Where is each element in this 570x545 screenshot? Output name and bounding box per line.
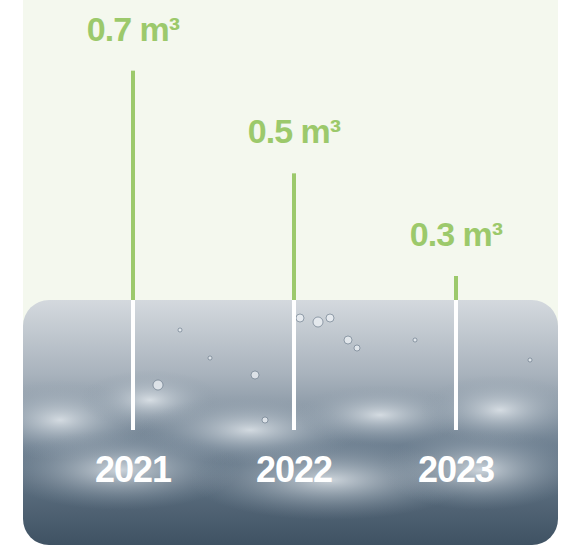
bar-line xyxy=(292,173,296,300)
droplet xyxy=(326,314,334,322)
marks xyxy=(133,71,456,430)
category-label: 2022 xyxy=(256,449,332,490)
data-label: 0.3 m³ xyxy=(410,215,503,253)
data-label: 0.7 m³ xyxy=(87,10,180,48)
water-photo xyxy=(23,300,558,545)
category-label: 2021 xyxy=(95,449,172,490)
droplet xyxy=(413,338,417,342)
bar-line-on-photo xyxy=(292,300,296,430)
chart: 0.7 m³ 0.5 m³ 0.3 m³ 2021 2022 2023 xyxy=(0,0,570,545)
data-label: 0.5 m³ xyxy=(248,112,341,150)
category-label: 2023 xyxy=(418,449,494,490)
droplet xyxy=(313,317,323,327)
droplet xyxy=(178,328,182,332)
droplet xyxy=(262,417,268,423)
bar-line xyxy=(454,276,458,300)
foam xyxy=(380,430,558,510)
droplet xyxy=(344,336,352,344)
bar-line xyxy=(131,71,135,300)
labels: 0.7 m³ 0.5 m³ 0.3 m³ 2021 2022 2023 xyxy=(87,10,503,490)
droplet xyxy=(528,358,532,362)
droplet xyxy=(296,314,304,322)
droplet xyxy=(251,371,259,379)
droplet xyxy=(208,356,212,360)
bar-line-on-photo xyxy=(454,300,458,430)
droplet xyxy=(354,345,360,351)
bar-line-on-photo xyxy=(131,300,135,430)
droplet xyxy=(153,380,163,390)
